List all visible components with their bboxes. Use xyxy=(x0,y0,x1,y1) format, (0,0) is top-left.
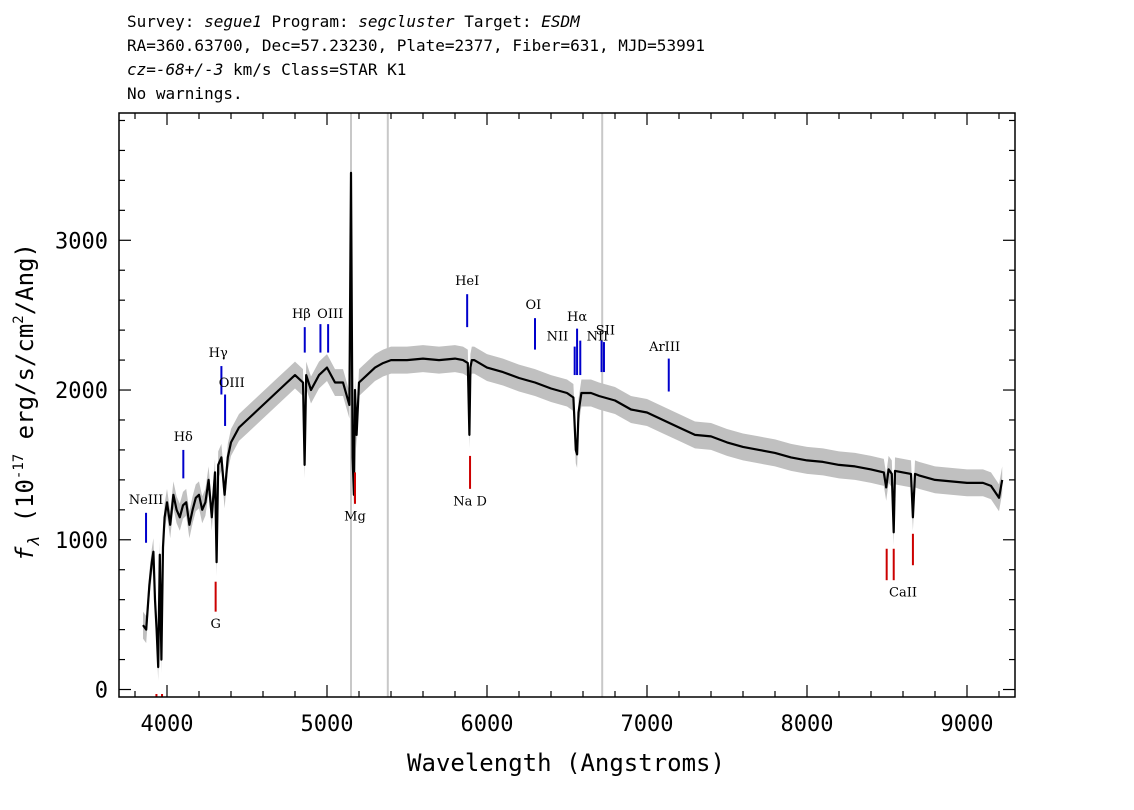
plot-frame xyxy=(118,112,1016,698)
emission-line-label: SII xyxy=(596,324,615,339)
emission-line-label: OIII xyxy=(317,307,343,322)
emission-line-label: HeI xyxy=(455,274,479,289)
y-tick-label: 3000 xyxy=(55,229,108,254)
x-tick-label: 9000 xyxy=(941,712,994,737)
target-label: Target: xyxy=(464,12,532,31)
error-band xyxy=(143,159,1003,681)
ylabel-sq: 2 xyxy=(11,315,27,323)
ylabel-lambda: λ xyxy=(24,537,43,547)
absorption-line-label: Na D xyxy=(453,494,487,509)
emission-line-label: Hβ xyxy=(292,307,311,322)
y-axis-title: fλ (10-17 erg/s/cm2/Ang) xyxy=(11,243,43,561)
absorption-line-label: CaII xyxy=(889,586,917,601)
cz-value: =-68+/-3 xyxy=(146,60,224,79)
ylabel-part-b: erg/s/cm xyxy=(11,324,39,454)
cz-label: cz xyxy=(127,60,147,79)
axes: 4000 5000 6000 7000 8000 9000 0 1000 2000 3000 xyxy=(55,112,1016,737)
spectrum-line xyxy=(142,171,1004,669)
spectrum-header: Survey: segue1 Program: segcluster Targe… xyxy=(127,10,705,106)
error-band-area xyxy=(143,159,1003,681)
target-value: ESDM xyxy=(541,12,580,31)
svg-text:fλ (10-17 erg/s/cm2/Ang): fλ (10-17 erg/s/cm2/Ang) xyxy=(11,243,43,561)
absorption-line-label: Mg xyxy=(344,509,366,524)
emission-line-label: ArIII xyxy=(648,340,680,355)
emission-line-label: NeIII xyxy=(129,493,163,508)
header-line-2: RA=360.63700, Dec=57.23230, Plate=2377, … xyxy=(127,36,705,55)
ylabel-f: f xyxy=(11,546,39,561)
emission-line-label: OI xyxy=(526,298,542,313)
ylabel-exp: -17 xyxy=(11,454,27,479)
x-tick-label: 4000 xyxy=(141,712,194,737)
emission-line-label: Hα xyxy=(567,310,587,325)
program-value: segcluster xyxy=(358,12,455,31)
emission-line-label: Hγ xyxy=(209,346,228,361)
ylabel-part-c: /Ang) xyxy=(11,243,39,315)
emission-line-label: NII xyxy=(587,330,609,345)
x-tick-label: 7000 xyxy=(621,712,674,737)
ylabel-part-a: (10 xyxy=(11,479,39,537)
y-tick-label: 2000 xyxy=(55,379,108,404)
x-tick-label: 5000 xyxy=(301,712,354,737)
emission-line-label: Hδ xyxy=(174,430,193,445)
header-line-3: cz=-68+/-3 km/s Class=STAR K1 xyxy=(127,58,705,82)
absorption-lines: G Mg Na D CaII xyxy=(155,455,917,697)
y-tick-label: 0 xyxy=(95,679,108,704)
survey-value: segue1 xyxy=(204,12,262,31)
header-line-1: Survey: segue1 Program: segcluster Targe… xyxy=(127,10,705,34)
absorption-line-label: G xyxy=(210,617,220,632)
program-label: Program: xyxy=(271,12,349,31)
cz-rest: km/s Class=STAR K1 xyxy=(223,60,407,79)
x-tick-label: 8000 xyxy=(781,712,834,737)
emission-line-label: NII xyxy=(547,330,569,345)
survey-label: Survey: xyxy=(127,12,195,31)
warnings-line: No warnings. xyxy=(127,84,243,103)
y-tick-label: 1000 xyxy=(55,529,108,554)
x-axis-title: Wavelength (Angstroms) xyxy=(407,749,725,777)
spectrum-line-group xyxy=(142,171,1004,669)
emission-line-label: OIII xyxy=(219,376,245,391)
x-tick-label: 6000 xyxy=(461,712,514,737)
